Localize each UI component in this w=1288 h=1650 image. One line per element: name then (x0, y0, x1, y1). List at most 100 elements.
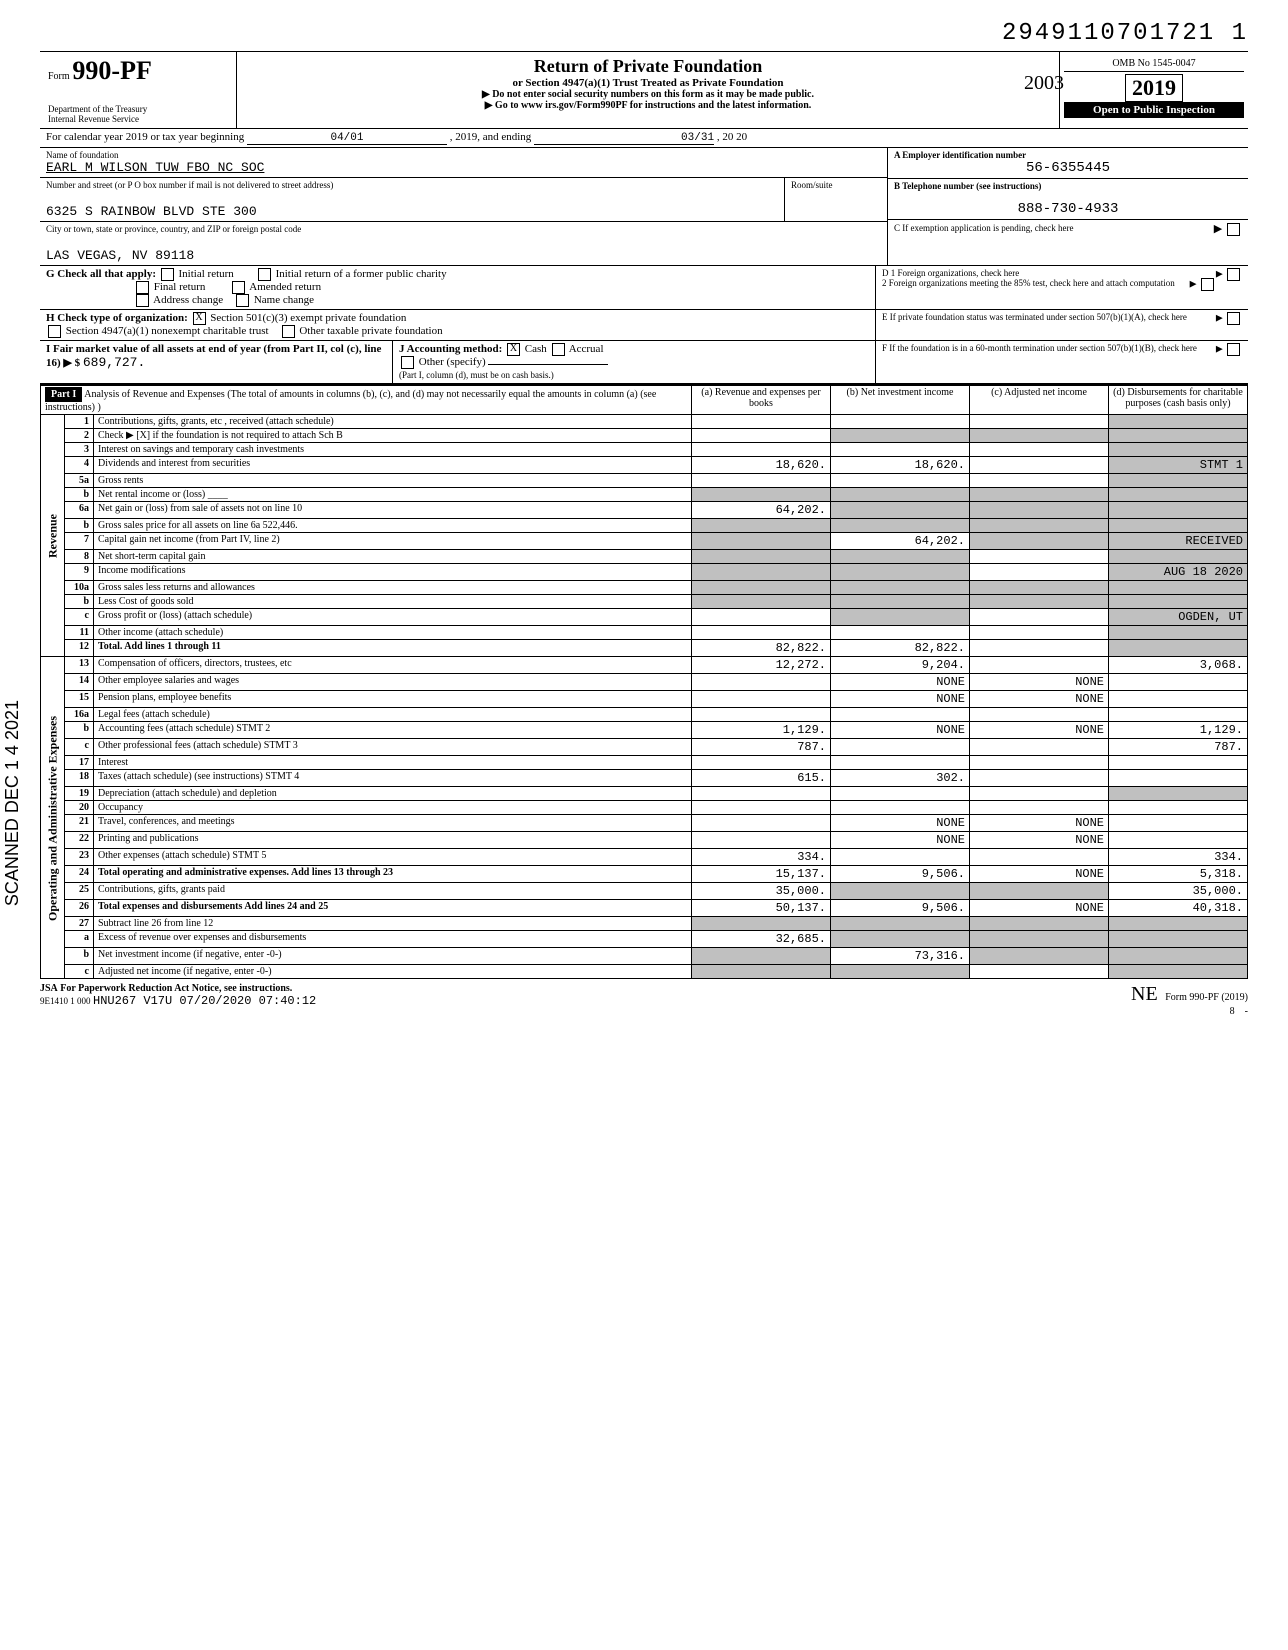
line-label: Net short-term capital gain (94, 550, 692, 564)
table-row: bGross sales price for all assets on lin… (41, 519, 1248, 533)
g-amended-checkbox[interactable] (232, 281, 245, 294)
value-cell-b (831, 443, 970, 457)
h-opt-2: Section 4947(a)(1) nonexempt charitable … (66, 325, 269, 337)
dept-label: Department of the Treasury (48, 104, 228, 114)
value-cell-c (970, 609, 1109, 626)
line-label: Dividends and interest from securities (94, 457, 692, 474)
d2-checkbox[interactable] (1201, 278, 1214, 291)
value-cell-b (831, 883, 970, 900)
h-501c3-checkbox[interactable]: X (193, 312, 206, 325)
g-final-checkbox[interactable] (136, 281, 149, 294)
city-label: City or town, state or province, country… (46, 224, 881, 234)
table-row: 9Income modificationsAUG 18 2020 (41, 564, 1248, 581)
h-opt-1: Section 501(c)(3) exempt private foundat… (210, 312, 406, 324)
value-cell-b: NONE (831, 815, 970, 832)
value-cell-d: OGDEN, UT (1109, 609, 1248, 626)
box-d1: D 1 Foreign organizations, check here ▶ (882, 268, 1242, 278)
value-cell-d (1109, 787, 1248, 801)
line-label: Contributions, gifts, grants paid (94, 883, 692, 900)
value-cell-c (970, 770, 1109, 787)
value-cell-d (1109, 415, 1248, 429)
value-cell-b (831, 739, 970, 756)
j-cash-checkbox[interactable]: X (507, 343, 520, 356)
value-cell-a (692, 429, 831, 443)
document-id-stamp: 2949110701721 1 (40, 20, 1248, 47)
h-other-checkbox[interactable] (282, 325, 295, 338)
value-cell-d: RECEIVED (1109, 533, 1248, 550)
line-i-value: 689,727. (83, 355, 145, 370)
value-cell-a (692, 801, 831, 815)
value-cell-c (970, 502, 1109, 519)
table-row: bLess Cost of goods sold (41, 595, 1248, 609)
part-1-desc: Analysis of Revenue and Expenses (The to… (45, 389, 656, 413)
value-cell-b (831, 626, 970, 640)
scanned-stamp: SCANNED DEC 1 4 2021 (2, 700, 23, 906)
line-number: 2 (65, 429, 94, 443)
value-cell-d (1109, 595, 1248, 609)
value-cell-d (1109, 674, 1248, 691)
line-number: 12 (65, 640, 94, 657)
e-checkbox[interactable] (1227, 312, 1240, 325)
table-row: bNet rental income or (loss) ____ (41, 488, 1248, 502)
j-other-checkbox[interactable] (401, 356, 414, 369)
value-cell-b: 9,506. (831, 900, 970, 917)
line-number: b (65, 595, 94, 609)
g-address-checkbox[interactable] (136, 294, 149, 307)
value-cell-a (692, 595, 831, 609)
value-cell-a: 64,202. (692, 502, 831, 519)
value-cell-d: 3,068. (1109, 657, 1248, 674)
value-cell-c (970, 801, 1109, 815)
g-name-change-checkbox[interactable] (236, 294, 249, 307)
d1-checkbox[interactable] (1227, 268, 1240, 281)
form-prefix: Form (48, 71, 70, 82)
line-label: Taxes (attach schedule) (see instruction… (94, 770, 692, 787)
h-4947-checkbox[interactable] (48, 325, 61, 338)
paperwork-notice: For Paperwork Reduction Act Notice, see … (60, 983, 292, 994)
value-cell-c (970, 595, 1109, 609)
value-cell-b (831, 502, 970, 519)
value-cell-a: 82,822. (692, 640, 831, 657)
line-number: 6a (65, 502, 94, 519)
j-accrual-checkbox[interactable] (552, 343, 565, 356)
value-cell-d (1109, 801, 1248, 815)
value-cell-a (692, 787, 831, 801)
table-row: 8Net short-term capital gain (41, 550, 1248, 564)
line-label: Travel, conferences, and meetings (94, 815, 692, 832)
value-cell-d: 40,318. (1109, 900, 1248, 917)
value-cell-c (970, 429, 1109, 443)
j-cash: Cash (525, 343, 547, 355)
line-number: 14 (65, 674, 94, 691)
g-former-charity-checkbox[interactable] (258, 268, 271, 281)
value-cell-c (970, 708, 1109, 722)
value-cell-b (831, 429, 970, 443)
value-cell-a (692, 533, 831, 550)
line-label: Excess of revenue over expenses and disb… (94, 931, 692, 948)
value-cell-c (970, 550, 1109, 564)
box-c-checkbox[interactable] (1227, 223, 1240, 236)
line-number: 5a (65, 474, 94, 488)
line-j-label: J Accounting method: (399, 343, 502, 355)
form-header: Form 990-PF Department of the Treasury I… (40, 51, 1248, 129)
name-label: Name of foundation (46, 150, 881, 160)
value-cell-d: 5,318. (1109, 866, 1248, 883)
value-cell-a (692, 815, 831, 832)
value-cell-a: 334. (692, 849, 831, 866)
value-cell-b: 302. (831, 770, 970, 787)
value-cell-d (1109, 640, 1248, 657)
line-label: Gross rents (94, 474, 692, 488)
value-cell-a (692, 691, 831, 708)
table-row: Revenue1Contributions, gifts, grants, et… (41, 415, 1248, 429)
line-number: 21 (65, 815, 94, 832)
value-cell-c (970, 965, 1109, 979)
value-cell-b (831, 787, 970, 801)
value-cell-d (1109, 965, 1248, 979)
value-cell-a (692, 550, 831, 564)
f-checkbox[interactable] (1227, 343, 1240, 356)
value-cell-a: 615. (692, 770, 831, 787)
value-cell-a (692, 519, 831, 533)
g-initial-checkbox[interactable] (161, 268, 174, 281)
table-row: 16aLegal fees (attach schedule) (41, 708, 1248, 722)
table-row: cGross profit or (loss) (attach schedule… (41, 609, 1248, 626)
table-row: 25Contributions, gifts, grants paid35,00… (41, 883, 1248, 900)
value-cell-a (692, 415, 831, 429)
